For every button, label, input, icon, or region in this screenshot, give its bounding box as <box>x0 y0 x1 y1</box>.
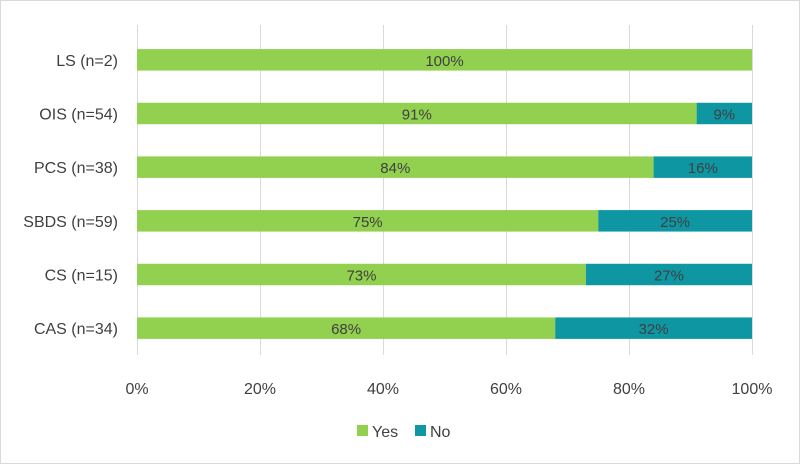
bar-yes <box>137 317 556 339</box>
x-tick-label: 0% <box>125 381 148 398</box>
gridlines <box>137 25 753 355</box>
data-label-yes: 73% <box>346 268 376 285</box>
bar-yes <box>137 49 752 71</box>
x-tick-label: 80% <box>613 381 645 398</box>
bar-no <box>696 102 752 125</box>
data-label-yes: 91% <box>402 107 432 124</box>
category-label: CS (n=15) <box>45 268 118 285</box>
bar-yes <box>137 156 654 178</box>
legend-label-no: No <box>430 424 451 441</box>
legend-swatch-no <box>415 425 426 436</box>
bar-no <box>585 263 752 286</box>
data-label-no: 32% <box>639 321 669 338</box>
category-label: OIS (n=54) <box>39 107 118 124</box>
bar-yes <box>137 263 586 286</box>
data-label-no: 9% <box>713 107 735 124</box>
category-label: SBDS (n=59) <box>23 214 118 231</box>
data-label-no: 27% <box>654 268 684 285</box>
category-label: CAS (n=34) <box>34 321 118 338</box>
x-tick-label: 60% <box>490 381 522 398</box>
bars: 100% 91% 9% 84% 16% 75% 25% 73% 27% 68% 32% <box>137 49 752 339</box>
category-label: PCS (n=38) <box>34 160 118 177</box>
legend: Yes No <box>357 424 451 441</box>
data-label-no: 16% <box>688 160 718 177</box>
x-tick-label: 20% <box>244 381 276 398</box>
legend-swatch-yes <box>357 425 368 436</box>
bar-no <box>653 156 752 178</box>
data-label-yes: 84% <box>380 160 410 177</box>
x-tick-labels: 0% 20% 40% 60% 80% 100% <box>125 381 772 398</box>
category-labels: LS (n=2) OIS (n=54) PCS (n=38) SBDS (n=59) C… <box>23 53 118 338</box>
bar-no <box>555 317 752 339</box>
category-label: LS (n=2) <box>56 53 118 70</box>
data-label-yes: 75% <box>353 214 383 231</box>
data-label-yes: 68% <box>331 321 361 338</box>
x-tick-label: 40% <box>367 381 399 398</box>
x-tick-label: 100% <box>732 381 773 398</box>
legend-label-yes: Yes <box>372 424 398 441</box>
bar-yes <box>137 210 599 232</box>
data-label-yes: 100% <box>425 53 463 70</box>
data-label-no: 25% <box>660 214 690 231</box>
bar-yes <box>137 102 697 125</box>
bar-no <box>598 210 752 232</box>
